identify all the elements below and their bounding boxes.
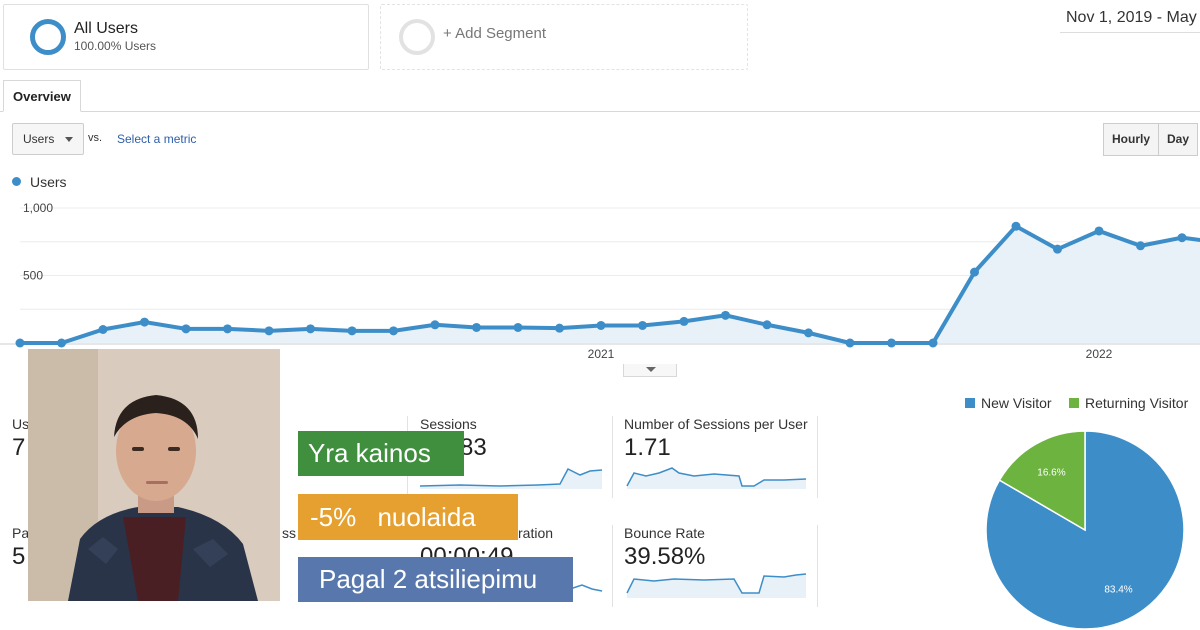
kpi-label: ration — [518, 525, 554, 541]
metric-dropdown[interactable]: Users — [12, 123, 84, 155]
tab-bar: Overview — [0, 80, 1200, 112]
users-data-point[interactable] — [15, 338, 25, 348]
chevron-down-icon — [646, 367, 656, 372]
chevron-down-icon — [65, 137, 73, 142]
granularity-day-button[interactable]: Day — [1158, 123, 1199, 156]
chart-collapse-toggle[interactable] — [623, 364, 677, 377]
users-data-point[interactable] — [928, 338, 938, 348]
users-data-point[interactable] — [389, 326, 398, 336]
users-data-point[interactable] — [98, 325, 108, 334]
segment-all-users[interactable]: All Users 100.00% Users — [3, 4, 369, 70]
pie-legend-label: Returning Visitor — [1085, 395, 1189, 411]
series-dot-icon — [12, 177, 21, 186]
kpi-divider — [817, 525, 818, 607]
kpi-value: 39.58% — [624, 543, 706, 570]
kpi-divider — [612, 525, 613, 607]
select-metric-link[interactable]: Select a metric — [117, 132, 197, 146]
x-tick-label: 2022 — [1086, 347, 1113, 361]
add-segment-label: + Add Segment — [443, 25, 546, 42]
users-data-point[interactable] — [970, 267, 979, 277]
tab-overview[interactable]: Overview — [3, 80, 81, 112]
users-data-point[interactable] — [555, 323, 564, 333]
legend-square-icon — [965, 398, 975, 408]
kpi-label: Bounce Rate — [624, 525, 705, 541]
granularity-hourly-button[interactable]: Hourly — [1103, 123, 1160, 156]
kpi-divider — [612, 416, 613, 498]
kpi-label: Pa — [12, 525, 30, 541]
users-data-point[interactable] — [140, 317, 149, 327]
vs-label: vs. — [88, 132, 103, 144]
users-data-point[interactable] — [223, 324, 232, 334]
promo-discount-label: -5% nuolaida — [298, 494, 518, 540]
users-data-point[interactable] — [347, 326, 357, 336]
kpi-users[interactable]: Us 7 — [12, 416, 212, 496]
segment-title: All Users — [74, 20, 139, 37]
sessions-per-user-sparkline — [626, 467, 807, 489]
kpi-value: 5 — [12, 543, 26, 570]
pie-legend-returning-visitor: Returning Visitor — [1069, 395, 1188, 411]
bounce-rate-sparkline — [626, 573, 807, 598]
kpi-pageviews[interactable]: Pa 5 — [12, 525, 212, 605]
users-line — [20, 223, 1200, 345]
metric-dropdown-value: Users — [23, 132, 55, 146]
duration-sparkline — [569, 584, 603, 592]
kpi-sessions-per-user[interactable]: Number of Sessions per User 1.71 — [624, 416, 809, 496]
y-tick-label: 500 — [23, 269, 43, 283]
users-data-point[interactable] — [264, 326, 274, 336]
person-photo — [28, 349, 280, 601]
kpi-value: 7 — [12, 434, 26, 461]
pie-legend-new-visitor: New Visitor — [965, 395, 1052, 411]
add-segment-button[interactable]: + Add Segment — [380, 4, 748, 70]
x-tick-label: 2021 — [588, 347, 615, 361]
users-data-point[interactable] — [306, 324, 315, 334]
users-area-fill — [20, 226, 1200, 343]
kpi-label: Sessions — [420, 416, 477, 432]
pie-slice-label: 83.4% — [1104, 584, 1132, 595]
granularity-toggle: Hourly Day — [1103, 123, 1199, 156]
chart-legend: Users — [12, 174, 67, 190]
users-data-point[interactable] — [1053, 244, 1062, 254]
users-data-point[interactable] — [1094, 226, 1104, 236]
users-data-point[interactable] — [845, 338, 855, 348]
visitor-pie-chart: 83.4% 16.6% — [985, 430, 1185, 630]
kpi-value: 83 — [460, 434, 487, 461]
kpi-divider — [817, 416, 818, 498]
kpi-label: Number of Sessions per User — [624, 416, 808, 432]
segment-ring-icon — [30, 19, 66, 55]
kpi-label: ss — [282, 525, 296, 541]
users-data-point[interactable] — [638, 320, 647, 330]
users-data-point[interactable] — [57, 338, 66, 348]
sessions-sparkline — [420, 468, 603, 489]
users-trend-chart: 1,000 500 2021 2022 — [0, 201, 1200, 361]
legend-square-icon — [1069, 398, 1079, 408]
pie-slice-returning-visitor[interactable] — [998, 430, 1086, 532]
users-data-point[interactable] — [596, 320, 606, 330]
kpi-sessions[interactable]: Sessions 83 — [420, 416, 605, 496]
pie-slice-label: 16.6% — [1037, 468, 1065, 479]
kpi-value: 1.71 — [624, 434, 671, 461]
users-data-point[interactable] — [887, 338, 896, 348]
users-data-point[interactable] — [721, 310, 730, 320]
empty-segment-ring-icon — [399, 19, 435, 55]
kpi-label: Us — [12, 416, 30, 432]
promo-prices-label: Yra kainos — [298, 431, 464, 476]
y-tick-label: 1,000 — [23, 201, 53, 215]
date-range-picker[interactable]: Nov 1, 2019 - May — [1060, 6, 1200, 33]
users-data-point[interactable] — [1136, 241, 1145, 251]
users-data-point[interactable] — [430, 320, 440, 330]
users-data-point[interactable] — [181, 324, 191, 334]
users-data-point[interactable] — [1011, 221, 1021, 231]
users-data-point[interactable] — [513, 322, 523, 332]
promo-reviews-label: Pagal 2 atsiliepimu — [298, 557, 573, 602]
users-data-point[interactable] — [472, 322, 481, 332]
users-data-point[interactable] — [1177, 233, 1187, 243]
users-data-point[interactable] — [679, 316, 689, 326]
kpi-bounce-rate[interactable]: Bounce Rate 39.58% — [624, 525, 809, 605]
segment-subtitle: 100.00% Users — [74, 39, 157, 53]
chart-legend-label: Users — [30, 174, 67, 190]
kpi-pages-per-session[interactable]: ss — [282, 525, 322, 545]
pie-legend-label: New Visitor — [981, 395, 1052, 411]
users-data-point[interactable] — [762, 320, 772, 330]
users-data-point[interactable] — [804, 328, 813, 338]
